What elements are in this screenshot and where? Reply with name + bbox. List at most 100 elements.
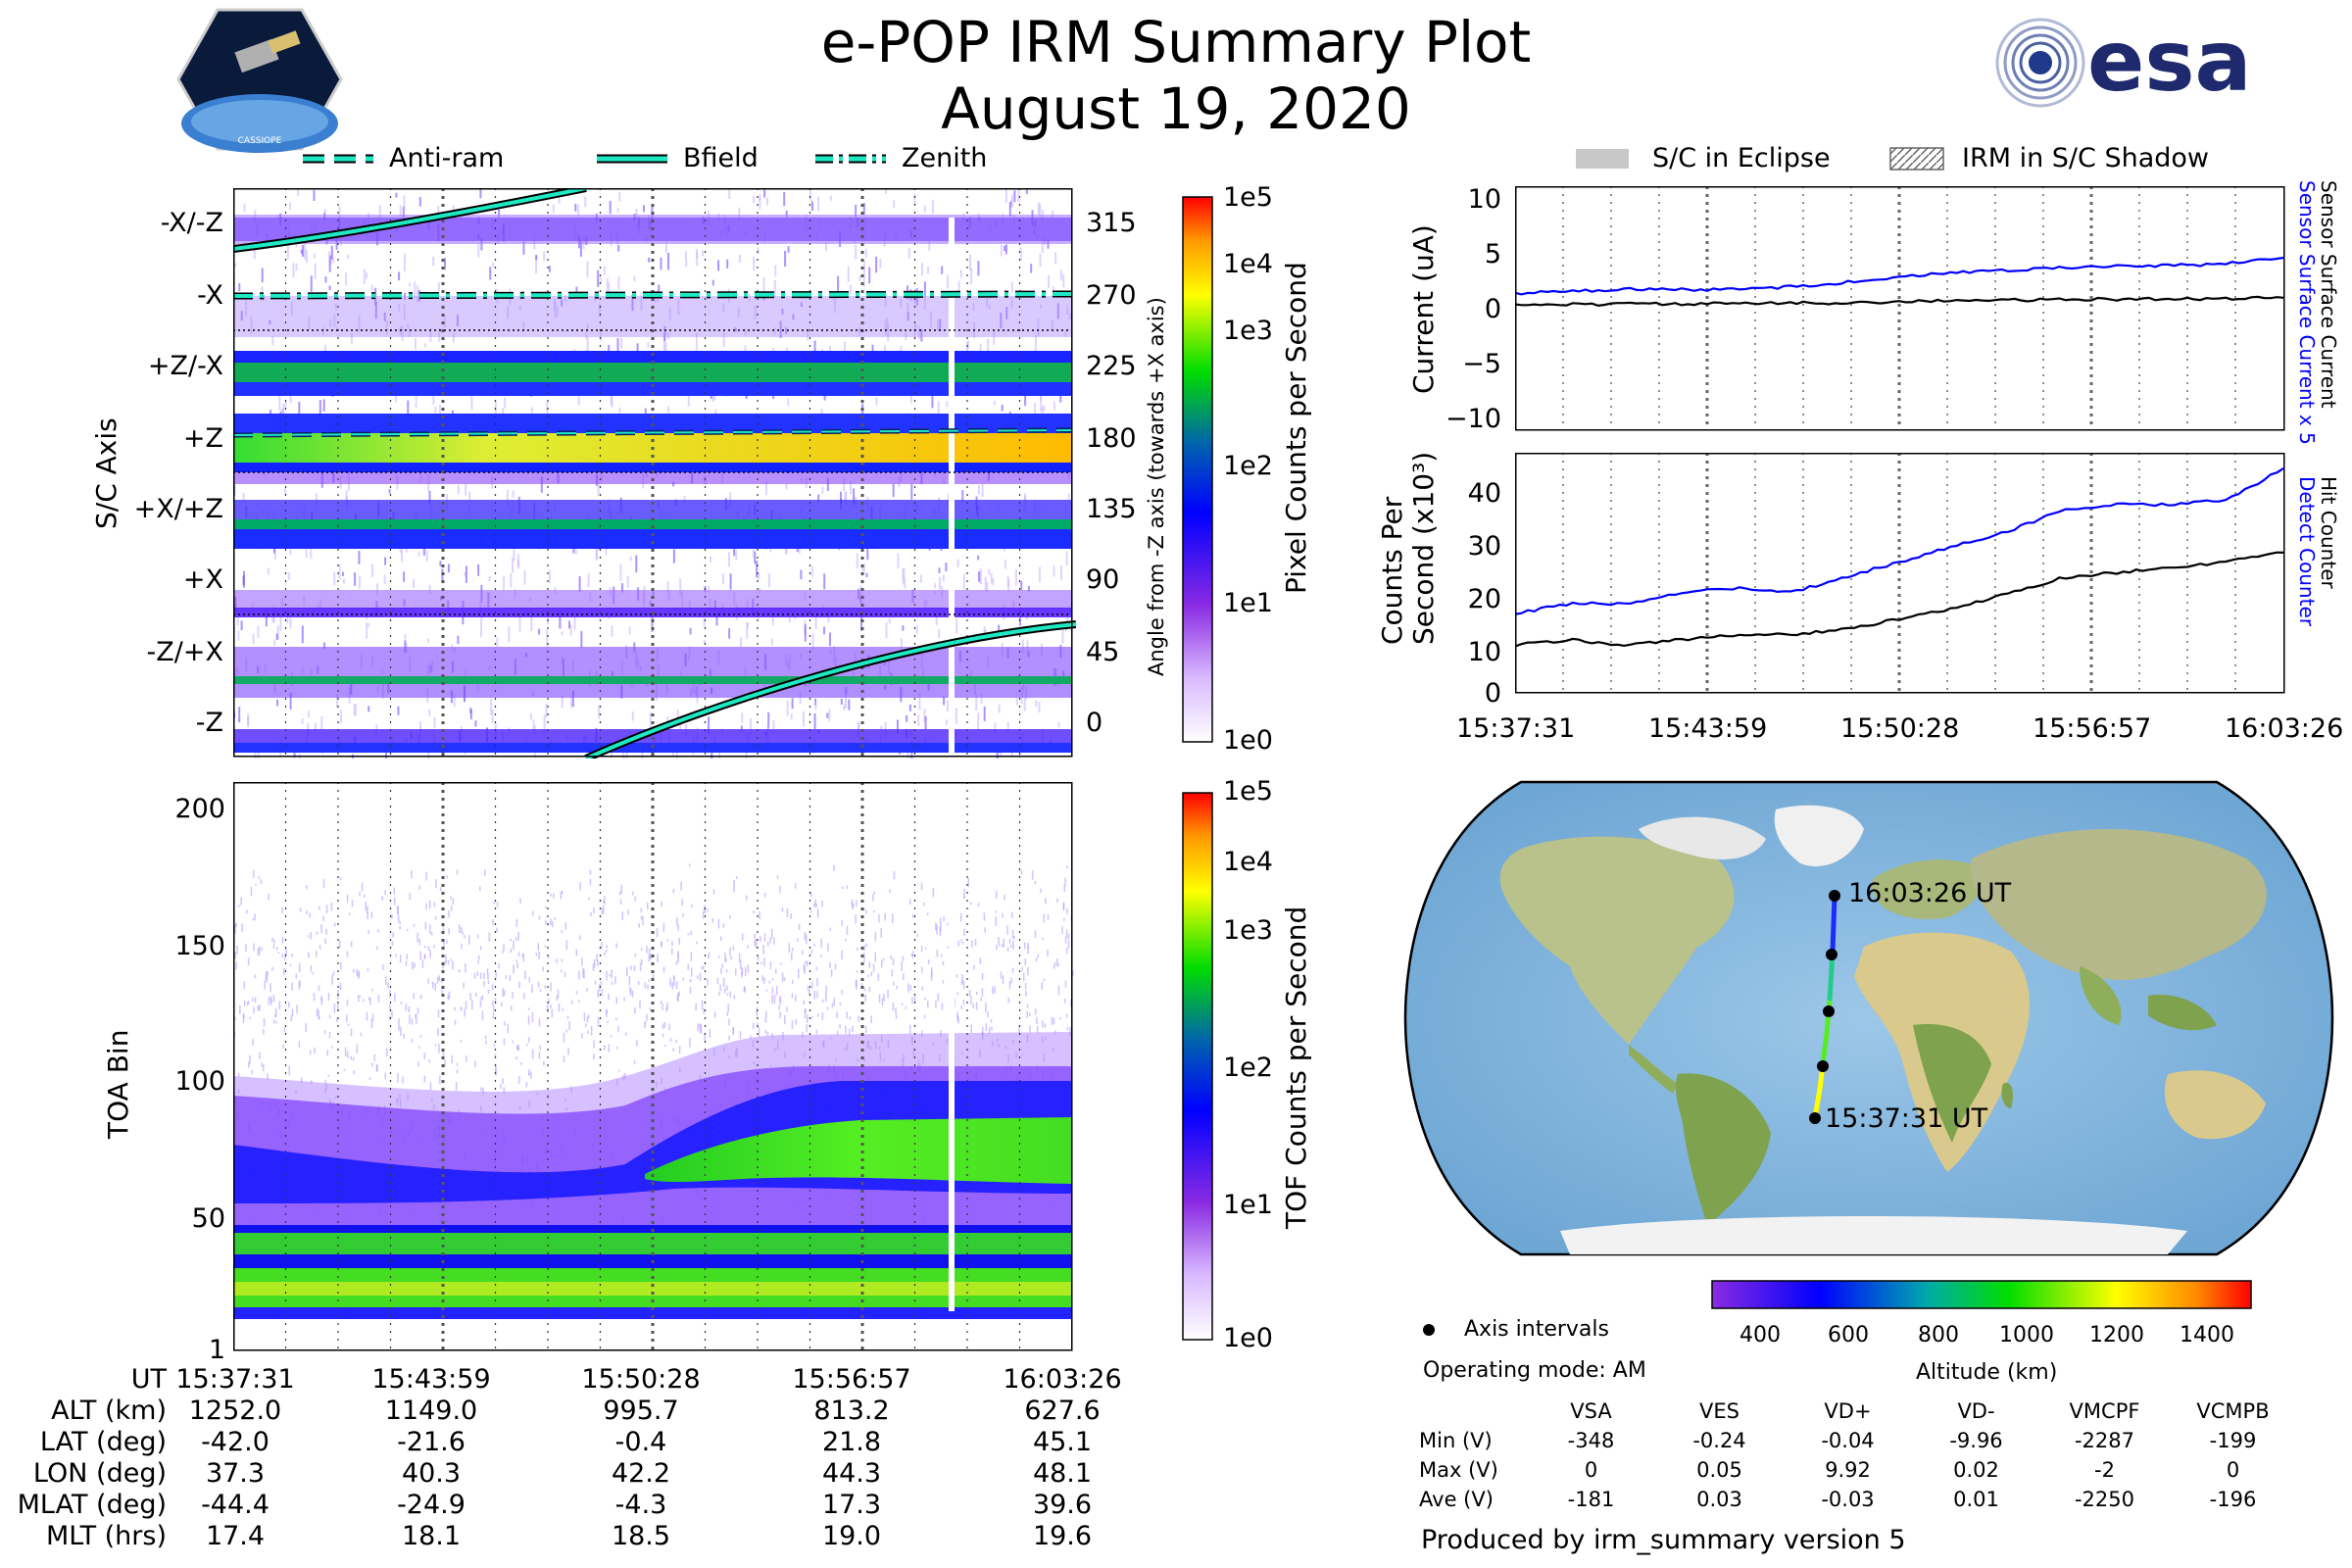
pixel-noise-mark <box>518 614 521 632</box>
pixel-noise-mark <box>577 204 580 217</box>
toa-noise-mark <box>648 948 651 958</box>
ephemeris-cell: 17.3 <box>821 1490 882 1520</box>
ephemeris-row: MLT (hrs) 17.4 18.1 18.5 19.0 19.6 <box>0 1521 1137 1552</box>
toa-noise-mark <box>756 1007 759 1017</box>
toa-noise-mark <box>299 907 302 912</box>
toa-noise-mark <box>498 962 500 969</box>
ephemeris-cell: -0.4 <box>614 1427 667 1457</box>
toa-noise-mark <box>639 1000 641 1009</box>
pixel-noise-mark <box>647 342 650 348</box>
pixel-noise-mark <box>423 343 426 348</box>
pixel-noise-mark <box>924 715 927 730</box>
toa-noise-mark <box>363 999 365 1002</box>
toa-noise-mark <box>924 998 926 1001</box>
toa-noise-mark <box>312 972 314 975</box>
counts-ytick: 0 <box>1484 678 1501 709</box>
pixel-noise-mark <box>927 267 929 274</box>
pixel-noise-mark <box>289 692 292 710</box>
toa-noise-mark <box>601 988 604 997</box>
toa-noise-mark <box>409 892 411 901</box>
toa-noise-mark <box>259 946 261 956</box>
pixel-noise-mark <box>981 483 984 498</box>
counts-right-label-black: Hit Counter <box>2317 476 2340 589</box>
pixel-noise-mark <box>452 331 455 343</box>
pixel-noise-mark <box>879 259 882 269</box>
toa-noise-mark <box>839 1024 841 1029</box>
pixel-noise-mark <box>304 243 307 261</box>
toa-noise-mark <box>791 1020 794 1029</box>
toa-noise-mark <box>775 968 777 974</box>
pixel-noise-mark <box>428 709 431 716</box>
pixel-noise-mark <box>988 304 991 310</box>
toa-noise-mark <box>236 945 238 955</box>
pixel-noise-mark <box>342 579 345 584</box>
toa-noise-mark <box>660 1000 662 1004</box>
toa-noise-mark <box>252 1038 254 1046</box>
toa-noise-mark <box>413 923 416 927</box>
toa-noise-mark <box>423 1053 426 1059</box>
ephemeris-row-label: UT <box>130 1364 167 1395</box>
pixel-noise-mark <box>267 567 270 575</box>
toa-noise-mark <box>937 993 940 1002</box>
toa-noise-mark <box>405 1004 408 1011</box>
toa-noise-mark <box>478 955 480 960</box>
toa-noise-mark <box>980 997 982 1002</box>
toa-noise-mark <box>550 982 552 992</box>
toa-noise-mark <box>864 995 866 1002</box>
pixel-noise-mark <box>975 694 978 711</box>
toa-noise-mark <box>1051 1016 1054 1026</box>
toa-noise-mark <box>450 906 453 911</box>
toa-noise-mark <box>398 1018 400 1025</box>
pixel-noise-mark <box>518 305 521 311</box>
toa-noise-mark <box>281 954 283 958</box>
pixel-noise-mark <box>1004 188 1007 204</box>
toa-noise-mark <box>395 954 397 957</box>
toa-noise-mark <box>266 971 268 975</box>
pixel-noise-mark <box>785 484 788 490</box>
toa-ytick: 150 <box>174 931 225 961</box>
map-start-label: 15:37:31 UT <box>1825 1103 1988 1134</box>
toa-noise-mark <box>254 997 257 1004</box>
toa-noise-mark <box>528 1069 530 1076</box>
toa-noise-mark <box>253 869 255 878</box>
pixel-noise-mark <box>990 573 993 584</box>
toa-noise-mark <box>821 1012 824 1020</box>
toa-noise-mark <box>528 977 530 983</box>
toa-noise-mark <box>961 974 963 983</box>
toa-noise-mark <box>973 965 975 970</box>
pixel-colorbar <box>1182 196 1213 743</box>
toa-noise-mark <box>553 893 555 899</box>
pixel-noise-mark <box>306 249 308 264</box>
toa-noise-mark <box>338 940 341 949</box>
pixel-noise-mark <box>237 630 240 641</box>
pixel-noise-mark <box>871 344 874 353</box>
pixel-noise-mark <box>1027 585 1030 592</box>
toa-noise-mark <box>503 944 505 952</box>
toa-noise-mark <box>446 875 448 879</box>
toa-noise-mark <box>288 1002 290 1008</box>
pixel-noise-mark <box>722 330 725 348</box>
bfield-line-icon <box>597 154 667 163</box>
ephemeris-cell: 15:56:57 <box>792 1364 911 1395</box>
pixel-noise-mark <box>414 281 416 299</box>
toa-noise-mark <box>779 1011 781 1018</box>
pixel-noise-mark <box>903 567 906 579</box>
toa-noise-mark <box>754 933 756 940</box>
pixel-ylabel: S/C Axis <box>90 417 122 529</box>
toa-noise-mark <box>615 943 617 949</box>
toa-noise-mark <box>274 1007 277 1017</box>
toa-noise-mark <box>1042 1020 1044 1028</box>
toa-noise-mark <box>251 1069 253 1075</box>
pixel-noise-mark <box>329 318 332 327</box>
pixel-noise-mark <box>696 252 699 267</box>
pixel-noise-mark <box>897 553 900 568</box>
toa-noise-mark <box>452 960 454 970</box>
ephemeris-cell: 19.0 <box>821 1521 882 1551</box>
toa-noise-mark <box>921 986 924 991</box>
toa-noise-mark <box>233 1016 236 1021</box>
pixel-noise-mark <box>710 556 711 564</box>
pixel-noise-mark <box>335 238 338 250</box>
toa-noise-mark <box>399 925 401 930</box>
toa-noise-mark <box>263 1064 265 1072</box>
toa-noise-mark <box>671 941 673 947</box>
